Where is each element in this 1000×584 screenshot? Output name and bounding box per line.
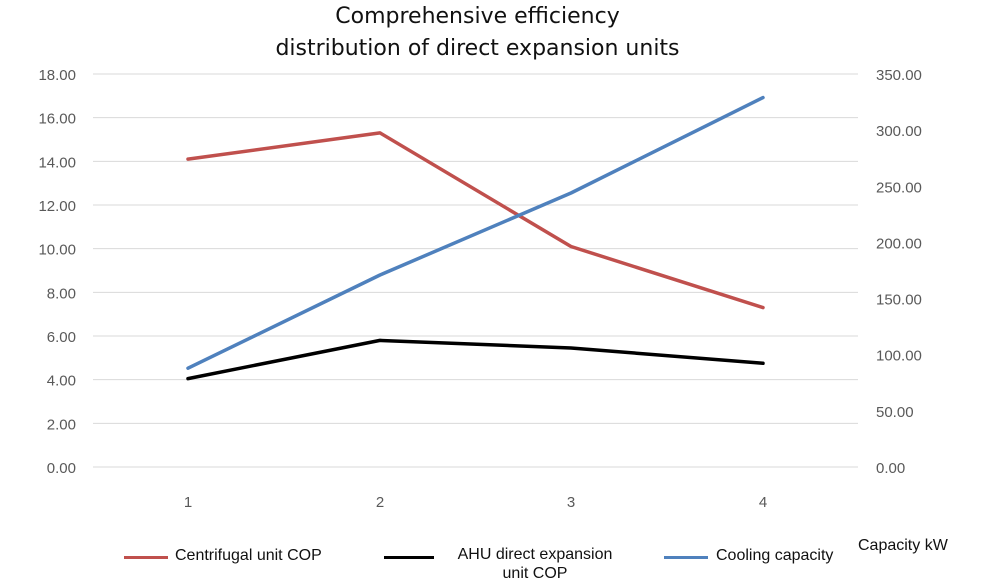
series-line-cooling-capacity [186, 95, 765, 370]
right-tick-label: 0.00 [876, 460, 905, 477]
legend-label-cooling: Cooling capacity [716, 547, 834, 564]
chart-title-line-2: distribution of direct expansion units [275, 36, 680, 61]
x-axis-ticks: 1 2 3 4 [184, 494, 767, 511]
left-tick-label: 4.00 [47, 373, 76, 390]
legend-label-ahu: AHU direct expansion unit COP [440, 545, 630, 583]
left-tick-label: 12.00 [38, 198, 76, 215]
series-line-ahu-cop [186, 338, 765, 381]
right-tick-label: 150.00 [876, 292, 922, 309]
gridlines [93, 73, 858, 468]
left-axis-ticks: 0.00 2.00 4.00 6.00 8.00 10.00 12.00 14.00 16.00… [38, 67, 76, 477]
left-tick-label: 16.00 [38, 111, 76, 128]
x-tick-label: 4 [759, 494, 767, 511]
right-tick-label: 250.00 [876, 179, 922, 196]
x-tick-label: 2 [376, 494, 384, 511]
right-axis-label: Capacity kW [858, 537, 948, 554]
right-tick-label: 300.00 [876, 123, 922, 140]
legend-label-ahu-line-2: unit COP [502, 565, 568, 582]
legend-swatch-centrifugal [124, 556, 168, 559]
x-tick-label: 1 [184, 494, 192, 511]
left-tick-label: 18.00 [38, 67, 76, 84]
right-tick-label: 200.00 [876, 235, 922, 252]
legend-label-centrifugal: Centrifugal unit COP [175, 547, 322, 564]
right-axis-ticks: 0.00 50.00 100.00 150.00 200.00 250.00 300.00 3… [876, 67, 922, 477]
right-tick-label: 350.00 [876, 67, 922, 84]
left-tick-label: 8.00 [47, 285, 76, 302]
chart-title-line-1: Comprehensive efficiency [335, 4, 620, 29]
series-lines [186, 95, 765, 381]
right-tick-label: 50.00 [876, 404, 914, 421]
left-tick-label: 2.00 [47, 416, 76, 433]
left-tick-label: 0.00 [47, 460, 76, 477]
legend-swatch-ahu [384, 556, 434, 559]
legend-swatch-cooling [664, 556, 708, 559]
x-tick-label: 3 [567, 494, 575, 511]
left-tick-label: 10.00 [38, 242, 76, 259]
right-tick-label: 100.00 [876, 348, 922, 365]
legend-label-ahu-line-1: AHU direct expansion [457, 546, 613, 563]
series-line-centrifugal-cop [186, 131, 765, 310]
left-tick-label: 14.00 [38, 154, 76, 171]
left-tick-label: 6.00 [47, 329, 76, 346]
